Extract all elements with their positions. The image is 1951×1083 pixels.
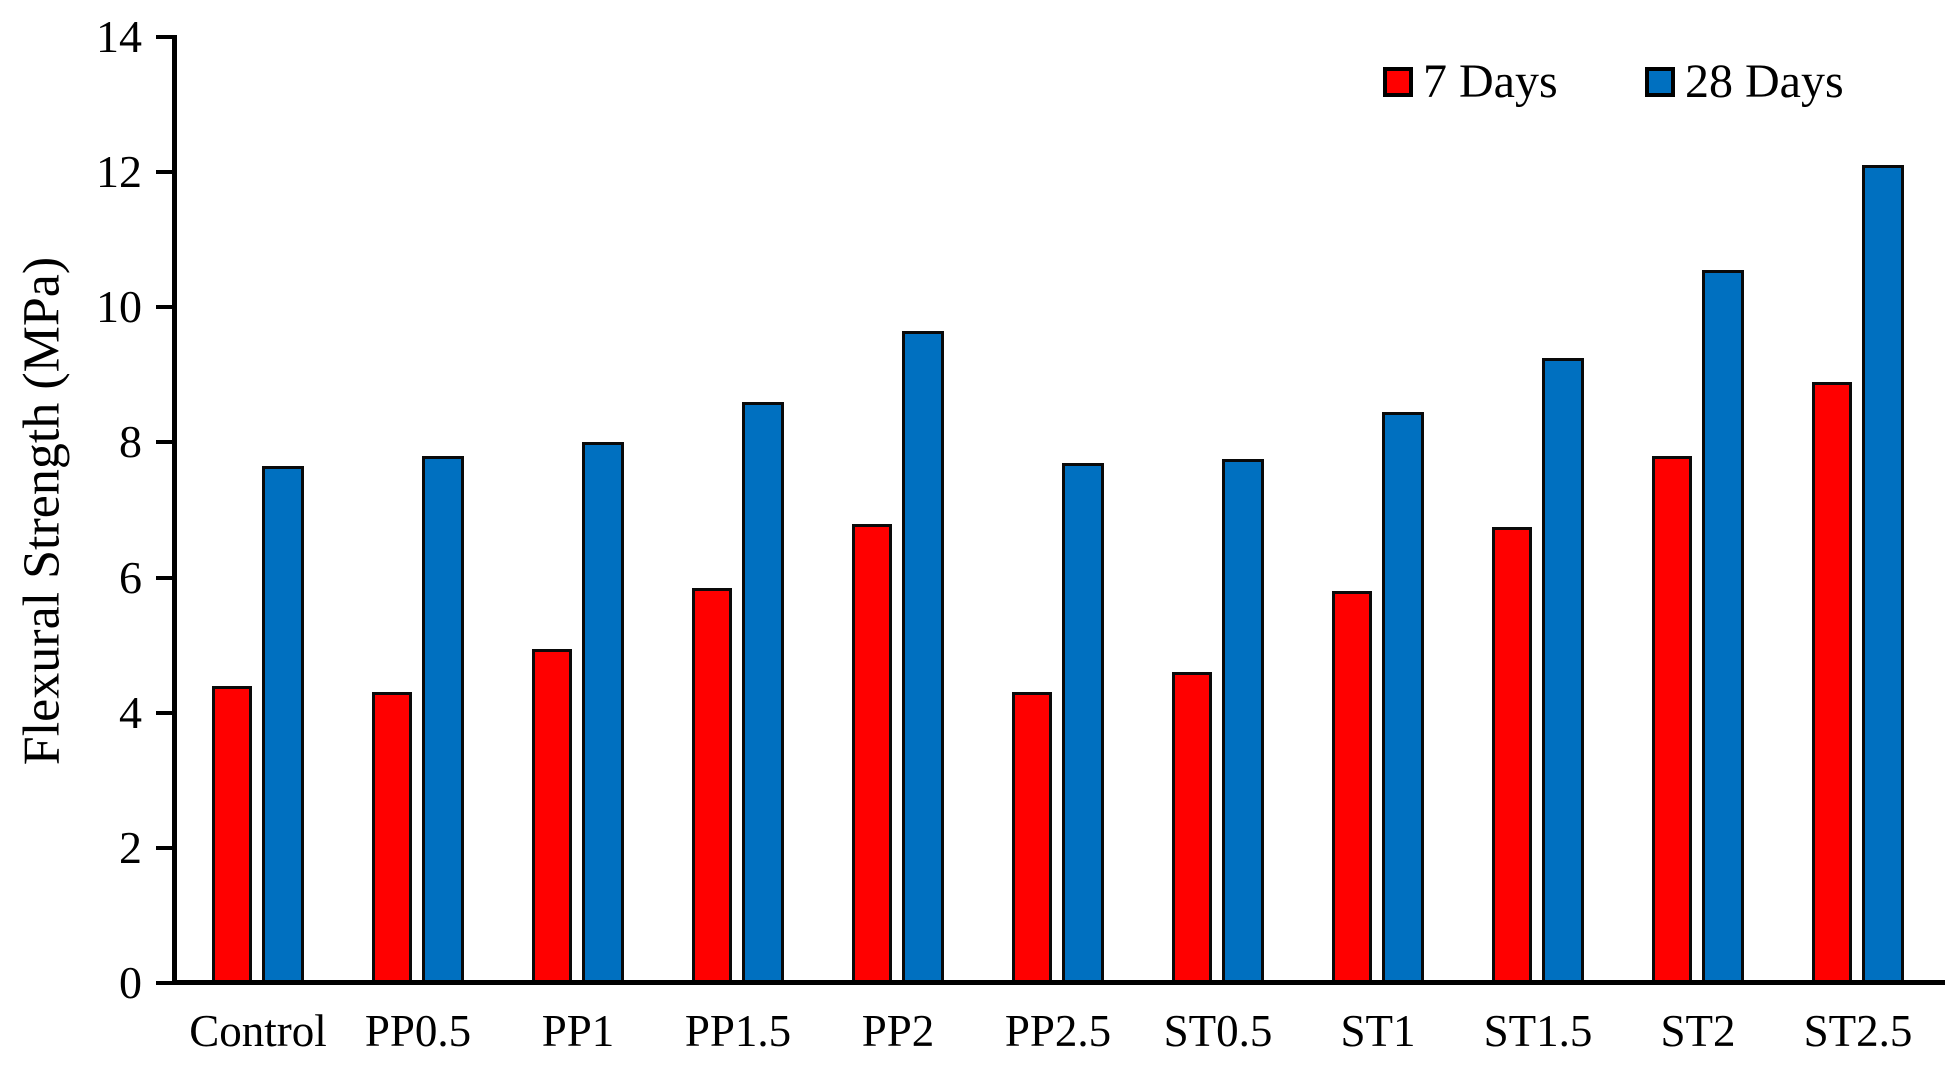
legend-item-28-days: 28 Days — [1645, 56, 1844, 108]
bar-7-days-control — [212, 686, 252, 983]
bar-28-days-pp1 — [582, 442, 624, 983]
y-tick-8 — [156, 440, 173, 445]
legend-label-7-days: 7 Days — [1423, 55, 1558, 108]
y-tick-0 — [156, 981, 173, 985]
x-label-pp1: PP1 — [541, 1006, 615, 1056]
bar-7-days-pp2.5 — [1012, 692, 1052, 983]
y-tick-4 — [156, 710, 173, 715]
bar-7-days-st0.5 — [1172, 672, 1212, 983]
y-tick-label-12: 12 — [96, 146, 142, 198]
y-tick-label-10: 10 — [96, 281, 142, 333]
bar-28-days-st2 — [1702, 270, 1744, 983]
bar-7-days-st2.5 — [1812, 382, 1852, 983]
x-label-st0.5: ST0.5 — [1163, 1006, 1273, 1056]
x-label-st2: ST2 — [1660, 1006, 1736, 1056]
bar-7-days-st1.5 — [1492, 527, 1532, 983]
y-tick-label-8: 8 — [119, 416, 142, 468]
y-tick-label-6: 6 — [119, 551, 142, 603]
y-tick-label-4: 4 — [119, 686, 142, 738]
x-label-control: Control — [189, 1006, 327, 1056]
x-label-pp0.5: PP0.5 — [364, 1006, 472, 1056]
bar-28-days-pp2.5 — [1062, 463, 1104, 983]
legend-swatch-7-days — [1383, 67, 1413, 97]
bar-7-days-pp1.5 — [692, 588, 732, 983]
bar-28-days-control — [262, 466, 304, 983]
x-axis-line — [172, 980, 1945, 985]
y-tick-10 — [156, 305, 173, 310]
y-tick-6 — [156, 575, 173, 580]
bar-7-days-pp0.5 — [372, 692, 412, 983]
bar-28-days-pp1.5 — [742, 402, 784, 983]
bar-7-days-pp2 — [852, 524, 892, 983]
x-label-pp1.5: PP1.5 — [684, 1006, 792, 1056]
x-label-pp2.5: PP2.5 — [1004, 1006, 1112, 1056]
y-tick-14 — [156, 35, 173, 39]
bar-7-days-st1 — [1332, 591, 1372, 983]
bar-28-days-pp0.5 — [422, 456, 464, 983]
y-tick-2 — [156, 845, 173, 850]
bar-28-days-pp2 — [902, 331, 944, 983]
bar-7-days-pp1 — [532, 649, 572, 983]
y-tick-12 — [156, 170, 173, 175]
y-tick-label-14: 14 — [96, 11, 142, 62]
x-label-pp2: PP2 — [861, 1006, 935, 1056]
bar-28-days-st2.5 — [1862, 165, 1904, 983]
bar-28-days-st1.5 — [1542, 358, 1584, 983]
plot-area — [0, 37, 1951, 983]
bar-28-days-st1 — [1382, 412, 1424, 983]
legend-label-28-days: 28 Days — [1685, 55, 1844, 108]
y-axis-line — [172, 35, 177, 985]
x-label-st2.5: ST2.5 — [1803, 1006, 1913, 1056]
x-label-st1.5: ST1.5 — [1483, 1006, 1593, 1056]
bar-7-days-st2 — [1652, 456, 1692, 983]
bar-28-days-st0.5 — [1222, 459, 1264, 983]
y-tick-label-2: 2 — [119, 821, 142, 873]
x-label-st1: ST1 — [1340, 1006, 1416, 1056]
legend-swatch-28-days — [1645, 67, 1675, 97]
legend-item-7-days: 7 Days — [1383, 56, 1558, 108]
y-tick-label-0: 0 — [119, 957, 142, 1008]
